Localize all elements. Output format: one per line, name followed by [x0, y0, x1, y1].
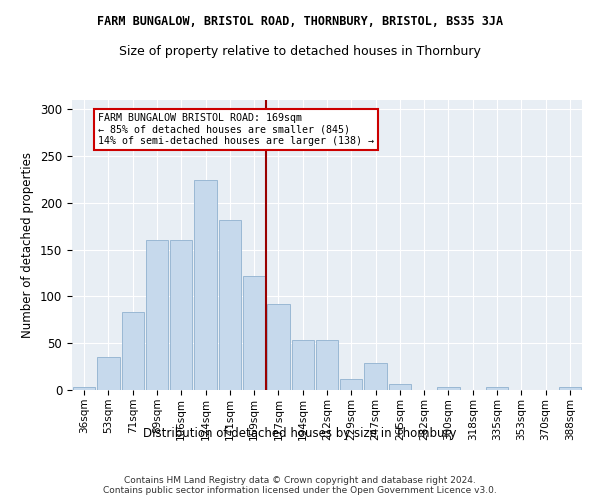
- Bar: [243, 276, 265, 390]
- Text: FARM BUNGALOW BRISTOL ROAD: 169sqm
← 85% of detached houses are smaller (845)
14: FARM BUNGALOW BRISTOL ROAD: 169sqm ← 85%…: [97, 113, 373, 146]
- Text: Contains public sector information licensed under the Open Government Licence v3: Contains public sector information licen…: [103, 486, 497, 495]
- Bar: [170, 240, 193, 390]
- Bar: [559, 387, 581, 390]
- Bar: [97, 358, 119, 390]
- Text: Contains HM Land Registry data © Crown copyright and database right 2024.: Contains HM Land Registry data © Crown c…: [124, 476, 476, 485]
- Text: FARM BUNGALOW, BRISTOL ROAD, THORNBURY, BRISTOL, BS35 3JA: FARM BUNGALOW, BRISTOL ROAD, THORNBURY, …: [97, 15, 503, 28]
- Y-axis label: Number of detached properties: Number of detached properties: [22, 152, 34, 338]
- Bar: [267, 304, 290, 390]
- Bar: [292, 340, 314, 390]
- Bar: [316, 340, 338, 390]
- Bar: [146, 240, 168, 390]
- Bar: [486, 387, 508, 390]
- Bar: [340, 379, 362, 390]
- Bar: [437, 387, 460, 390]
- Bar: [218, 220, 241, 390]
- Text: Size of property relative to detached houses in Thornbury: Size of property relative to detached ho…: [119, 45, 481, 58]
- Text: Distribution of detached houses by size in Thornbury: Distribution of detached houses by size …: [143, 428, 457, 440]
- Bar: [389, 384, 411, 390]
- Bar: [194, 180, 217, 390]
- Bar: [73, 387, 95, 390]
- Bar: [364, 363, 387, 390]
- Bar: [122, 312, 144, 390]
